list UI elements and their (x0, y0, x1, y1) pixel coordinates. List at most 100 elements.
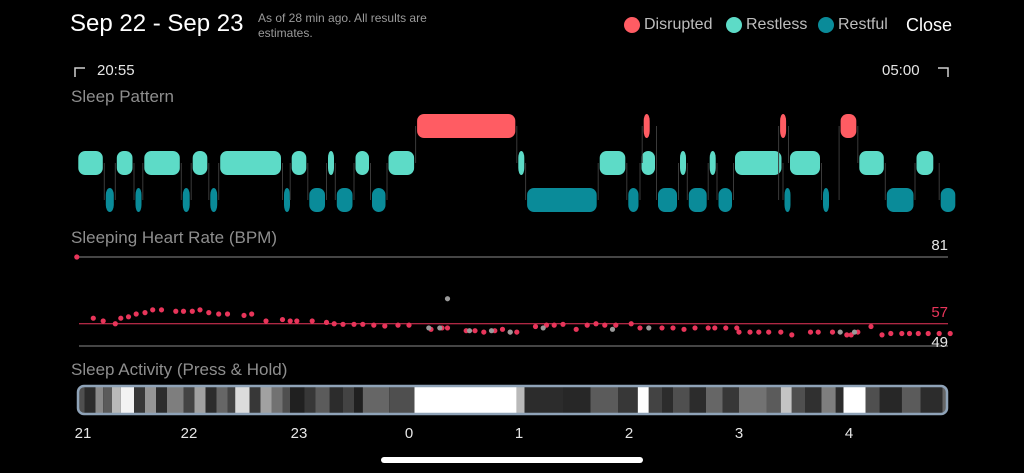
disrupted-dot-icon (624, 17, 640, 33)
activity-segment (689, 386, 706, 414)
activity-segment (865, 386, 880, 414)
activity-segment (879, 386, 902, 414)
activity-segment (167, 386, 184, 414)
hr-point (395, 322, 401, 328)
hr-point (90, 315, 96, 321)
activity-segment (260, 386, 272, 414)
activity-segment (362, 386, 390, 414)
legend-label: Restful (838, 16, 888, 33)
hr-point (789, 332, 795, 338)
hr-point (371, 322, 377, 328)
x-tick-label: 2 (625, 425, 633, 442)
pattern-block-restless (328, 151, 334, 175)
hr-point (560, 321, 566, 327)
estimate-note: As of 28 min ago. All results are estima… (258, 11, 427, 40)
hr-point (74, 254, 80, 260)
hr-point (340, 321, 346, 327)
x-tick-label: 3 (735, 425, 743, 442)
hr-point-grey (444, 296, 451, 302)
hr-point (925, 330, 931, 337)
activity-segment (235, 386, 250, 414)
pattern-block-restful (527, 188, 597, 212)
hr-point-grey (507, 329, 513, 335)
hr-point (573, 326, 579, 332)
x-tick-label: 4 (845, 425, 853, 442)
activity-segment (227, 386, 236, 414)
activity-segment (282, 386, 291, 414)
hr-point-grey (466, 328, 473, 334)
hr-point (879, 332, 885, 338)
pattern-block-restful (372, 188, 386, 212)
pattern-block-restless (790, 151, 820, 175)
hr-point (778, 329, 784, 335)
activity-segment (942, 386, 947, 414)
activity-segment (780, 386, 792, 414)
sleep-activity-title: Sleep Activity (Press & Hold) (71, 360, 288, 379)
hr-point (602, 322, 608, 328)
pattern-block-restful (688, 188, 707, 212)
activity-segment (78, 386, 85, 414)
activity-segment (835, 386, 844, 414)
hr-point-grey (426, 325, 432, 331)
hr-point-grey (609, 326, 616, 332)
legend-disrupted: Disrupted (624, 16, 712, 34)
pattern-block-restless (916, 151, 934, 175)
activity-segment (791, 386, 805, 414)
activity-segment (216, 386, 228, 414)
activity-segment (637, 386, 649, 414)
hr-point (279, 316, 286, 323)
pattern-block-restful (284, 188, 290, 212)
x-tick-label: 1 (515, 425, 523, 442)
activity-segment (194, 386, 206, 414)
hr-point (197, 307, 203, 313)
legend-restless: Restless (726, 16, 807, 34)
hr-point (287, 318, 293, 324)
home-indicator[interactable] (381, 457, 643, 463)
avg-label: 57 (931, 304, 948, 321)
hr-point (331, 321, 337, 327)
hr-point (628, 321, 634, 327)
close-button[interactable]: Close (906, 15, 953, 35)
pattern-block-disrupted (780, 114, 787, 138)
end-time: 05:00 (882, 62, 920, 79)
activity-segment (590, 386, 618, 414)
pattern-block-disrupted (840, 114, 857, 138)
pattern-block-disrupted (643, 114, 650, 138)
pattern-block-restless (518, 151, 525, 175)
end-bracket-icon (938, 67, 949, 77)
hr-point (766, 329, 772, 335)
activity-segment (145, 386, 156, 414)
hr-point (216, 311, 222, 317)
activity-segment (414, 386, 517, 414)
hr-point (692, 325, 698, 331)
hr-point (899, 330, 905, 337)
hr-point (263, 318, 269, 324)
hr-point (180, 308, 187, 314)
pattern-block-restful (784, 188, 791, 212)
activity-segment (156, 386, 167, 414)
hr-point-grey (488, 328, 495, 334)
pattern-block-restless (192, 151, 208, 175)
hr-point (142, 310, 148, 316)
hr-point-grey (437, 325, 443, 331)
restless-dot-icon (726, 17, 742, 33)
pattern-block-restful (886, 188, 914, 212)
hr-point (406, 322, 412, 328)
activity-segment (805, 386, 822, 414)
activity-segment (662, 386, 673, 414)
hr-point (659, 325, 665, 331)
x-tick-label: 0 (405, 425, 413, 442)
hr-point (936, 330, 942, 337)
activity-segment (103, 386, 112, 414)
x-tick-label: 22 (181, 425, 198, 442)
activity-segment (343, 386, 354, 414)
hr-point (125, 314, 132, 320)
activity-segment (524, 386, 563, 414)
activity-segment (271, 386, 283, 414)
pattern-block-restless (709, 151, 716, 175)
activity-segment (563, 386, 591, 414)
hr-point (829, 329, 836, 335)
